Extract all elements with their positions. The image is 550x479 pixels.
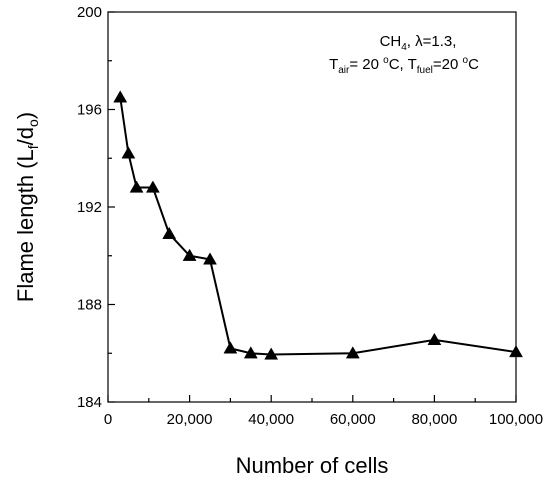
data-point-marker xyxy=(223,341,238,354)
data-point-marker xyxy=(113,90,128,103)
data-point-marker xyxy=(182,248,197,261)
y-tick-label: 196 xyxy=(77,102,102,119)
data-point-marker xyxy=(121,146,136,159)
series-layer xyxy=(113,90,523,360)
series-line xyxy=(119,97,517,356)
y-tick-label: 192 xyxy=(77,199,102,216)
data-point-marker xyxy=(345,346,360,359)
x-tick-label: 20,000 xyxy=(167,411,213,428)
annotation-line-1: CH4, λ=1.3, xyxy=(380,33,457,53)
x-tick-label: 80,000 xyxy=(411,411,457,428)
data-point-marker xyxy=(264,347,279,360)
data-point-marker xyxy=(203,252,217,265)
data-point-marker xyxy=(243,346,258,359)
x-tick-label: 0 xyxy=(104,411,112,428)
x-tick-label: 60,000 xyxy=(330,411,376,428)
y-tick-label: 200 xyxy=(77,4,102,21)
x-tick-label: 100,000 xyxy=(489,411,543,428)
x-tick-label: 40,000 xyxy=(248,411,294,428)
y-axis-title: Flame length (Lf/do) xyxy=(13,112,41,302)
x-axis-title: Number of cells xyxy=(236,453,389,478)
data-point-marker xyxy=(145,180,160,193)
data-point-marker xyxy=(427,332,442,345)
ticks-layer: 0 20,000 40,000 60,000 80,000 100,000 184 188 19… xyxy=(77,4,543,428)
data-point-marker xyxy=(509,345,523,358)
y-tick-label: 184 xyxy=(77,394,102,411)
y-tick-label: 188 xyxy=(77,297,102,314)
annotation: CH4, λ=1.3, Tair= 20 oC, Tfuel=20 oC xyxy=(329,33,479,76)
data-point-marker xyxy=(129,180,144,193)
annotation-line-2: Tair= 20 oC, Tfuel=20 oC xyxy=(329,55,479,76)
data-point-marker xyxy=(162,226,177,239)
